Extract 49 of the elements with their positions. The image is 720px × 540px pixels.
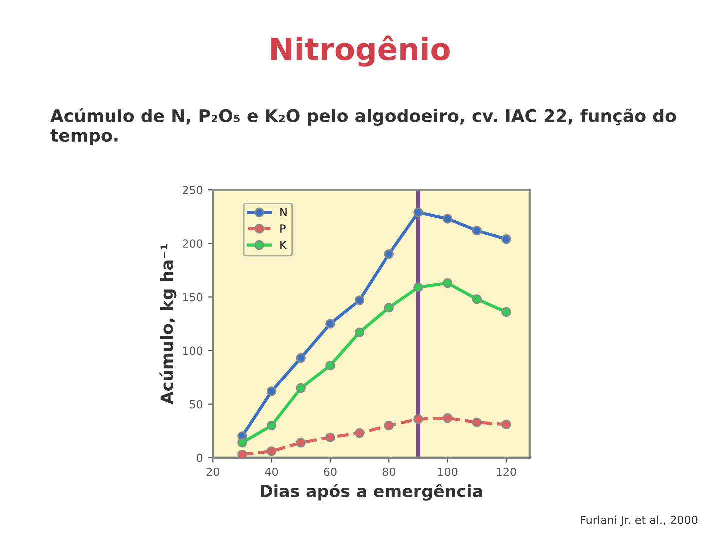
x-tick-label: 80 xyxy=(382,468,396,476)
y-tick-label: 100 xyxy=(183,346,203,356)
point xyxy=(266,386,277,396)
y-tick-label: 250 xyxy=(183,186,203,194)
y-tick-label: 200 xyxy=(183,240,203,248)
point xyxy=(472,418,482,428)
point xyxy=(414,208,424,218)
chart-title: Nitrogênio xyxy=(272,36,450,67)
point xyxy=(384,250,394,260)
point xyxy=(266,420,277,431)
point xyxy=(414,282,424,292)
point xyxy=(502,307,512,318)
point xyxy=(296,438,306,448)
point xyxy=(502,420,512,430)
point xyxy=(414,414,424,424)
point xyxy=(442,413,453,424)
point xyxy=(472,294,482,304)
point xyxy=(238,438,248,448)
x-tick-label: 120 xyxy=(497,468,516,476)
legend-label: N xyxy=(280,208,287,217)
point xyxy=(266,446,277,456)
x-axis-title: Dias após a emergência xyxy=(261,484,482,501)
legend-label: P xyxy=(280,224,286,233)
x-tick-label: 20 xyxy=(206,468,220,476)
point xyxy=(502,234,512,244)
point xyxy=(354,296,365,306)
x-tick-label: 40 xyxy=(265,468,278,476)
point xyxy=(326,360,336,371)
y-tick-label: 0 xyxy=(197,454,203,462)
point xyxy=(326,432,336,442)
x-tick-label: 60 xyxy=(324,468,337,476)
point xyxy=(354,428,365,438)
point xyxy=(472,226,482,236)
point xyxy=(384,420,394,431)
point xyxy=(238,450,248,458)
point xyxy=(354,328,365,338)
point xyxy=(326,319,336,329)
point xyxy=(442,214,453,224)
chart-subtitle: Acúmulo de N, P₂O₅ e K₂O pelo algodoeiro, cv. IAC 22, função do tempo. xyxy=(50,108,676,146)
text: Furlani Jr. et al., 2000 xyxy=(581,516,698,526)
y-tick-label: 150 xyxy=(183,293,203,302)
legend-label: K xyxy=(280,241,288,250)
x-tick-label: 100 xyxy=(438,468,458,476)
point xyxy=(296,383,306,394)
y-axis-title: Acúmulo, kg ha⁻¹ xyxy=(160,244,177,405)
point xyxy=(296,353,306,364)
point xyxy=(384,303,394,313)
point xyxy=(442,278,453,288)
y-tick-label: 50 xyxy=(190,400,203,409)
